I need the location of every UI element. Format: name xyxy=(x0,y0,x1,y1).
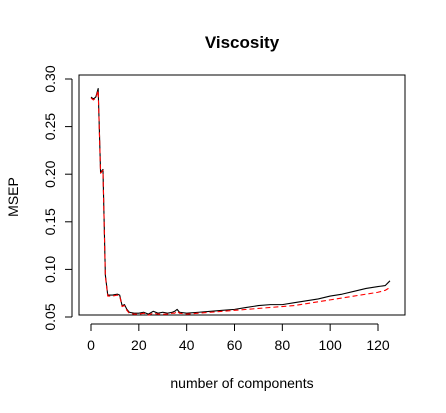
plot-frame xyxy=(78,74,406,316)
chart-title: Viscosity xyxy=(205,33,280,52)
y-tick-label: 0.10 xyxy=(42,256,58,283)
x-tick-label: 120 xyxy=(366,337,390,353)
y-tick-label: 0.30 xyxy=(42,65,58,92)
x-tick-label: 100 xyxy=(318,337,342,353)
x-tick-label: 80 xyxy=(275,337,291,353)
series-line-red-dashed xyxy=(90,89,391,316)
y-tick-label: 0.25 xyxy=(42,113,58,140)
x-tick-label: 20 xyxy=(131,337,147,353)
series-line-black xyxy=(90,87,391,315)
series-layer xyxy=(90,87,391,316)
x-tick-label: 40 xyxy=(179,337,195,353)
y-tick-label: 0.20 xyxy=(42,160,58,187)
x-tick-label: 0 xyxy=(87,337,95,353)
x-tick-label: 60 xyxy=(227,337,243,353)
x-axis: 0 20 40 60 80 100 120 xyxy=(87,323,390,353)
y-axis: 0.05 0.10 0.15 0.20 0.25 0.30 xyxy=(42,65,73,331)
y-tick-label: 0.05 xyxy=(42,303,58,330)
x-axis-label: number of components xyxy=(170,375,313,391)
y-axis-label: MSEP xyxy=(5,177,21,217)
y-tick-label: 0.15 xyxy=(42,208,58,235)
